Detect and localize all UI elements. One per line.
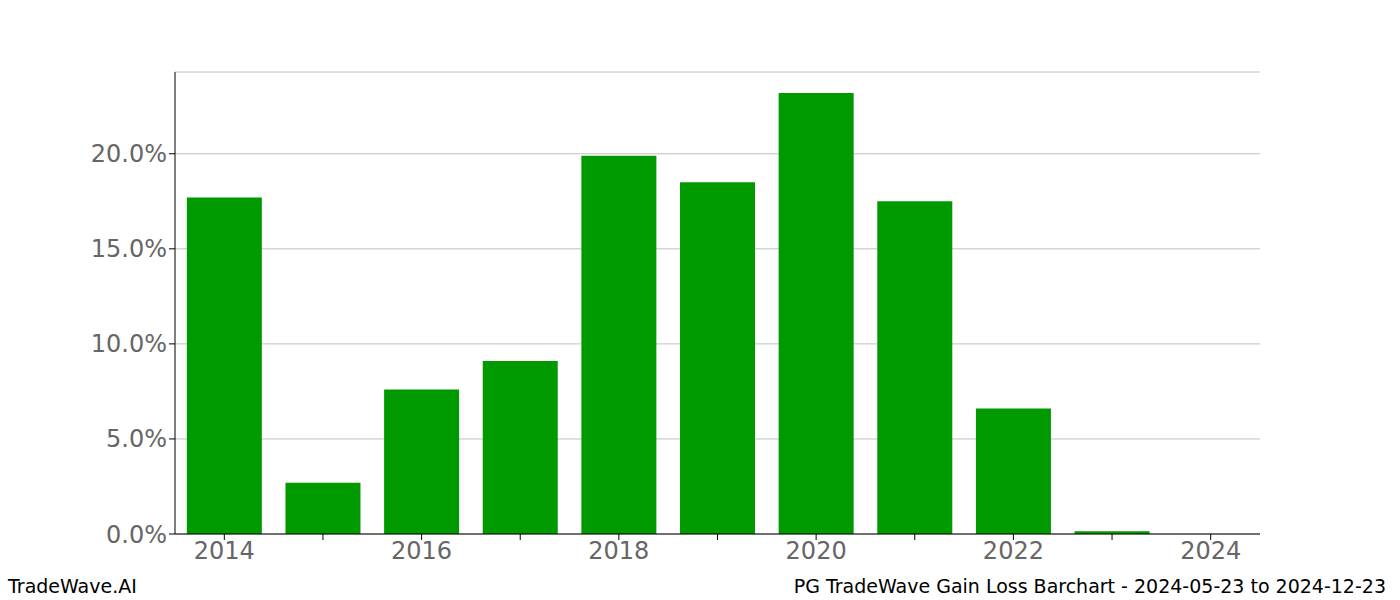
svg-text:15.0%: 15.0% [91, 235, 167, 263]
svg-text:0.0%: 0.0% [106, 521, 167, 549]
svg-text:2022: 2022 [983, 537, 1044, 565]
svg-text:2014: 2014 [194, 537, 255, 565]
svg-text:2024: 2024 [1180, 537, 1241, 565]
svg-text:20.0%: 20.0% [91, 140, 167, 168]
svg-text:2018: 2018 [588, 537, 649, 565]
svg-text:2016: 2016 [391, 537, 452, 565]
html-text:PG TradeWave Gain Loss Barchar: PG TradeWave Gain Loss Barchart - 2024-0… [793, 575, 1386, 597]
html-text:TradeWave.AI: TradeWave.AI [8, 575, 137, 597]
svg-text:2020: 2020 [786, 537, 847, 565]
svg-text:10.0%: 10.0% [91, 330, 167, 358]
svg-text:5.0%: 5.0% [106, 425, 167, 453]
